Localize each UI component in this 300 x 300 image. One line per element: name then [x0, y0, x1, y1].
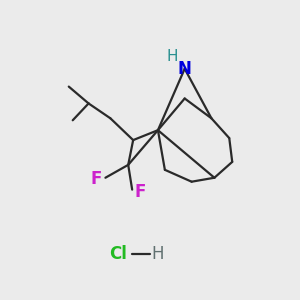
Text: H: H	[152, 245, 164, 263]
Text: Cl: Cl	[110, 245, 127, 263]
Text: N: N	[178, 60, 192, 78]
Text: F: F	[90, 170, 101, 188]
Text: F: F	[134, 183, 146, 201]
Text: H: H	[166, 50, 178, 64]
